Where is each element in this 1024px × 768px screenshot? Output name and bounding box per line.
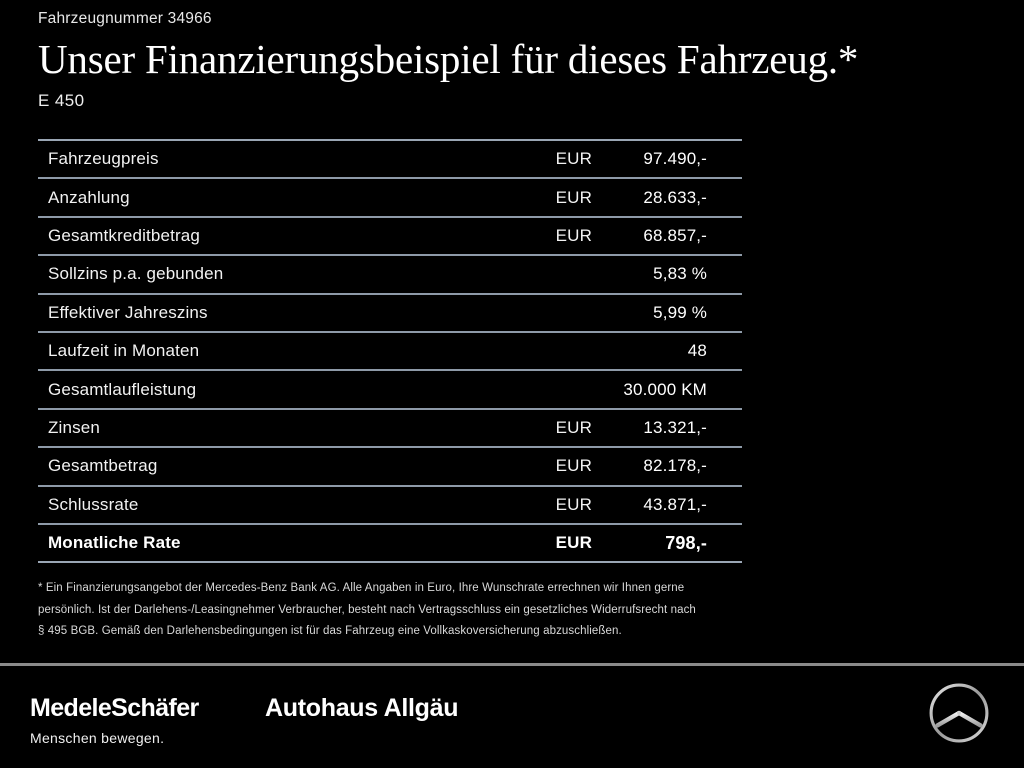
vehicle-number: Fahrzeugnummer 34966 (38, 10, 212, 27)
table-row: Zinsen EUR 13.321,- (38, 410, 742, 449)
row-currency: EUR (555, 417, 592, 437)
table-row: Laufzeit in Monaten 48 (38, 333, 742, 372)
row-currency: EUR (555, 533, 592, 553)
vehicle-model-name: E 450 (38, 90, 85, 110)
row-label: Gesamtbetrag (48, 456, 158, 476)
mercedes-benz-star-icon (928, 682, 990, 744)
footer-divider (0, 663, 1024, 666)
dealer-name: MedeleSchäfer (30, 694, 199, 722)
row-label: Zinsen (48, 417, 100, 437)
row-label: Monatliche Rate (48, 533, 181, 553)
row-value: 48 (687, 341, 707, 361)
table-row: Gesamtkreditbetrag EUR 68.857,- (38, 218, 742, 257)
row-value: 28.633,- (643, 187, 707, 207)
row-value: 5,99 % (653, 302, 707, 322)
row-value: 13.321,- (643, 417, 707, 437)
footer: MedeleSchäfer Menschen bewegen. Autohaus… (0, 666, 1024, 768)
row-value: 30.000 KM (623, 379, 707, 399)
row-currency: EUR (555, 456, 592, 476)
table-row: Sollzins p.a. gebunden 5,83 % (38, 256, 742, 295)
table-row: Anzahlung EUR 28.633,- (38, 179, 742, 218)
finance-table: Fahrzeugpreis EUR 97.490,- Anzahlung EUR… (38, 139, 742, 564)
row-value: 5,83 % (653, 264, 707, 284)
table-row: Gesamtbetrag EUR 82.178,- (38, 448, 742, 487)
table-row: Gesamtlaufleistung 30.000 KM (38, 371, 742, 410)
table-row-monthly-rate: Monatliche Rate EUR 798,- (38, 525, 742, 564)
row-label: Gesamtkreditbetrag (48, 225, 200, 245)
footnote: * Ein Finanzierungsangebot der Mercedes-… (38, 578, 998, 643)
row-currency: EUR (555, 187, 592, 207)
row-currency: EUR (555, 149, 592, 169)
row-label: Fahrzeugpreis (48, 149, 159, 169)
row-value: 68.857,- (643, 225, 707, 245)
footnote-line-1: * Ein Finanzierungsangebot der Mercedes-… (38, 582, 685, 594)
header: Fahrzeugnummer 34966 Unser Finanzierungs… (38, 0, 986, 111)
row-label: Sollzins p.a. gebunden (48, 264, 224, 284)
row-currency: EUR (555, 225, 592, 245)
dealer-logo-autohaus-allgaeu: Autohaus Allgäu (265, 694, 459, 722)
row-value: 82.178,- (643, 456, 707, 476)
footnote-line-3: § 495 BGB. Gemäß den Darlehensbedingunge… (38, 625, 622, 637)
row-value: 798,- (665, 532, 707, 553)
row-label: Laufzeit in Monaten (48, 341, 200, 361)
page-title: Unser Finanzierungsbeispiel für dieses F… (38, 35, 859, 82)
row-label: Gesamtlaufleistung (48, 379, 197, 399)
table-row: Schlussrate EUR 43.871,- (38, 487, 742, 525)
row-label: Schlussrate (48, 494, 139, 514)
table-row: Fahrzeugpreis EUR 97.490,- (38, 141, 742, 180)
row-label: Anzahlung (48, 187, 130, 207)
row-label: Effektiver Jahreszins (48, 302, 208, 322)
dealer-logo-medeleschaefer: MedeleSchäfer Menschen bewegen. (30, 694, 199, 746)
dealer-tagline: Menschen bewegen. (30, 730, 165, 746)
footnote-line-2: persönlich. Ist der Darlehens-/Leasingne… (38, 603, 696, 616)
table-row: Effektiver Jahreszins 5,99 % (38, 295, 742, 333)
row-value: 97.490,- (643, 149, 707, 169)
row-currency: EUR (555, 494, 592, 514)
row-value: 43.871,- (643, 494, 707, 514)
